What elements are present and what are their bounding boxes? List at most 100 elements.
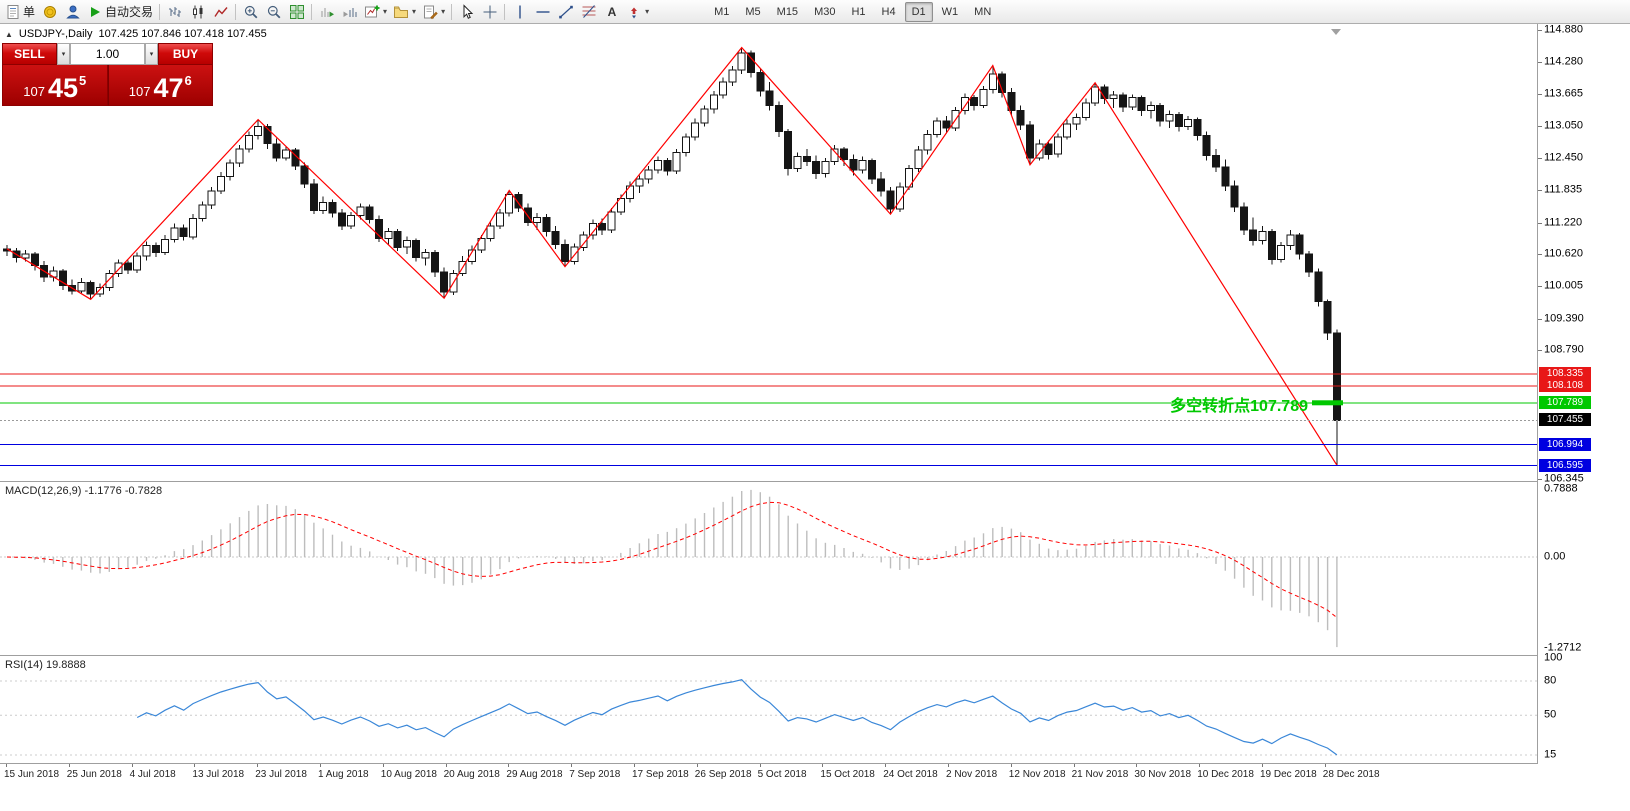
axis-tick xyxy=(1538,30,1542,32)
price-tag-107.789: 107.789 xyxy=(1539,395,1591,409)
time-axis-label: 7 Sep 2018 xyxy=(569,769,621,780)
new-chart-icon xyxy=(364,4,380,20)
timeframe-mn[interactable]: MN xyxy=(974,5,992,18)
zoom-out-button[interactable] xyxy=(262,1,285,22)
time-axis-label: 23 Jul 2018 xyxy=(255,769,307,780)
timeframe-w1[interactable]: W1 xyxy=(941,5,959,18)
auto-scroll-button[interactable] xyxy=(315,1,338,22)
timeframe-m1[interactable]: M1 xyxy=(714,5,730,18)
trendline-button[interactable] xyxy=(554,1,577,22)
auto-trading-button[interactable]: 自动交易 xyxy=(84,1,156,22)
panel-separator[interactable] xyxy=(0,763,1630,764)
rsi-label: RSI(14) 19.8888 xyxy=(5,659,86,671)
price-axis-label: 114.280 xyxy=(1544,55,1583,68)
macd-chart xyxy=(0,489,1537,648)
price-axis-label: 110.620 xyxy=(1544,247,1583,260)
chevron-down-icon[interactable]: ▾ xyxy=(645,7,650,16)
trendline-icon xyxy=(558,4,574,20)
tile-windows-button[interactable] xyxy=(285,1,308,22)
axis-tick xyxy=(1538,61,1542,63)
price-axis[interactable]: 114.880 114.280 113.665 113.050 112.450 111.8… xyxy=(1537,24,1630,764)
profiles-button[interactable]: ▾ xyxy=(390,1,419,22)
axis-tick xyxy=(1538,478,1542,480)
data-window-button[interactable] xyxy=(61,1,84,22)
axis-tick xyxy=(1538,318,1542,320)
axis-tick xyxy=(1538,94,1542,96)
chevron-down-icon[interactable]: ▾ xyxy=(383,7,388,16)
price-axis-label: 110.005 xyxy=(1544,279,1583,292)
time-axis[interactable]: 15 Jun 2018 25 Jun 2018 4 Jul 2018 13 Jul 2… xyxy=(0,764,1630,784)
time-axis-label: 19 Dec 2018 xyxy=(1260,769,1317,780)
chart-shift-button[interactable] xyxy=(338,1,361,22)
candlestick-chart[interactable] xyxy=(0,24,1537,481)
panel-separator[interactable] xyxy=(0,655,1630,656)
chevron-down-icon[interactable]: ▾ xyxy=(441,7,446,16)
line-chart-button[interactable] xyxy=(209,1,232,22)
volume-dropdown[interactable]: ▾ xyxy=(145,43,158,65)
time-axis-tick xyxy=(320,764,321,767)
sell-button[interactable]: SELL xyxy=(2,43,57,65)
price-axis-label: 111.220 xyxy=(1544,216,1583,229)
templates-button[interactable]: ▾ xyxy=(419,1,448,22)
timeframe-m30[interactable]: M30 xyxy=(814,5,836,18)
sell-options-dropdown[interactable]: ▾ xyxy=(57,43,70,65)
time-axis-label: 2 Nov 2018 xyxy=(946,769,998,780)
market-watch-button[interactable] xyxy=(38,1,61,22)
panel-separator[interactable] xyxy=(0,481,1630,482)
trade-controls-row: SELL ▾ ▾ BUY xyxy=(2,43,213,65)
bar-chart-icon xyxy=(167,4,183,20)
timeframe-m15[interactable]: M15 xyxy=(776,5,799,18)
price-axis-label: 112.450 xyxy=(1544,151,1583,164)
macd-axis-min: -1.2712 xyxy=(1544,641,1582,654)
volume-input[interactable] xyxy=(70,43,145,65)
market-watch-icon xyxy=(42,4,58,20)
cursor-icon xyxy=(459,3,475,20)
vertical-line-icon xyxy=(512,4,528,20)
price-axis-label: 109.390 xyxy=(1544,312,1584,325)
price-tag-108.335: 108.335 xyxy=(1539,367,1591,381)
time-axis-tick xyxy=(696,764,698,767)
price-tag-108.108: 108.108 xyxy=(1539,379,1591,393)
arrows-button[interactable]: ▾ xyxy=(623,1,652,22)
timeframe-h1[interactable]: H1 xyxy=(851,5,866,18)
time-axis-label: 10 Dec 2018 xyxy=(1197,769,1254,780)
candlestick-chart-button[interactable] xyxy=(186,1,209,22)
time-axis-label: 5 Oct 2018 xyxy=(757,769,807,780)
zoom-in-button[interactable] xyxy=(239,1,262,22)
new-chart-button[interactable]: ▾ xyxy=(361,1,390,22)
time-axis-tick xyxy=(634,764,635,767)
text-label-button[interactable]: A xyxy=(600,1,623,22)
horizontal-line-button[interactable] xyxy=(531,1,554,22)
timeframe-d1[interactable]: D1 xyxy=(904,1,933,22)
macd-axis-zero: 0.00 xyxy=(1544,550,1566,563)
fibonacci-button[interactable] xyxy=(577,1,600,22)
chevron-down-icon[interactable]: ▾ xyxy=(412,7,417,16)
time-axis-tick xyxy=(194,764,196,767)
fibonacci-icon xyxy=(581,4,597,20)
crosshair-button[interactable] xyxy=(478,1,501,22)
new-order-button[interactable]: 单 xyxy=(2,1,38,22)
collapse-trade-panel-icon[interactable]: ▲ xyxy=(5,29,13,39)
price-chart-panel[interactable]: ▲ USDJPY-,Daily 107.425 107.846 107.418 … xyxy=(0,24,1537,481)
price-axis-label: 114.880 xyxy=(1544,23,1583,36)
macd-axis-max: 0.7888 xyxy=(1544,482,1578,495)
cursor-button[interactable] xyxy=(455,1,478,22)
vertical-line-button[interactable] xyxy=(508,1,531,22)
buy-button[interactable]: BUY xyxy=(158,43,213,65)
time-axis-tick xyxy=(68,764,70,767)
price-axis-label: 106.345 xyxy=(1544,472,1584,485)
tile-windows-icon xyxy=(289,4,305,20)
bar-chart-button[interactable] xyxy=(163,1,186,22)
price-tag-106.595: 106.595 xyxy=(1539,458,1591,472)
pivot-annotation: 多空转折点107.789 xyxy=(1170,398,1308,415)
axis-tick xyxy=(1538,222,1542,224)
user-icon xyxy=(65,4,81,20)
time-axis-tick xyxy=(822,764,824,767)
timeframe-h4[interactable]: H4 xyxy=(881,5,896,18)
sell-price-pips: 45 xyxy=(47,73,78,104)
rsi-axis-label: 100 xyxy=(1544,651,1563,664)
buy-price-display[interactable]: 107 47 6 xyxy=(107,65,213,106)
sell-price-pipette: 5 xyxy=(79,73,87,88)
sell-price-display[interactable]: 107 45 5 xyxy=(2,65,108,106)
timeframe-m5[interactable]: M5 xyxy=(745,5,761,18)
